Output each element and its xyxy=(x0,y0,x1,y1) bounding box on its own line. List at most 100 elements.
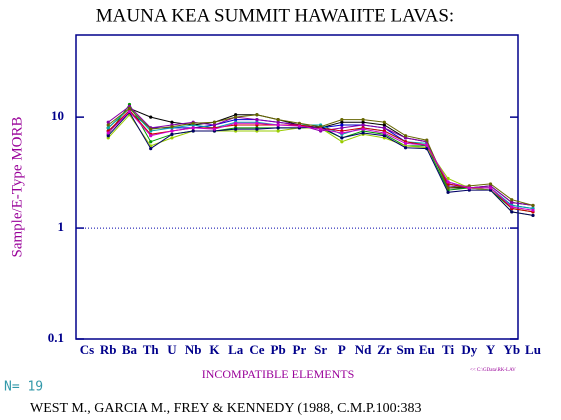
point xyxy=(297,121,301,125)
point xyxy=(276,120,280,124)
point xyxy=(340,118,344,122)
point xyxy=(106,123,110,127)
point xyxy=(510,198,514,202)
point xyxy=(255,127,259,131)
y-tick-label: 0.1 xyxy=(48,330,64,345)
point xyxy=(234,115,238,119)
point xyxy=(446,176,450,181)
point xyxy=(382,120,386,124)
reference: WEST M., GARCIA M., FREY & KENNEDY (1988… xyxy=(30,401,422,416)
point xyxy=(234,113,238,117)
x-tick-label: Eu xyxy=(419,342,435,357)
point xyxy=(106,134,110,138)
x-tick-label: P xyxy=(338,342,346,357)
point xyxy=(127,110,132,114)
point xyxy=(361,123,365,127)
point xyxy=(212,127,217,131)
x-tick-label: Zr xyxy=(377,342,392,357)
point xyxy=(276,123,280,127)
point xyxy=(255,118,259,122)
point xyxy=(361,127,365,131)
point xyxy=(340,140,344,144)
x-tick-label: Pr xyxy=(293,342,307,357)
point xyxy=(510,200,514,205)
point xyxy=(212,123,217,127)
point xyxy=(297,124,301,128)
point xyxy=(170,132,174,136)
point xyxy=(425,147,429,151)
point xyxy=(276,129,280,133)
point xyxy=(382,126,386,130)
count-label: N= 19 xyxy=(4,380,43,395)
point xyxy=(340,131,344,135)
x-tick-label: K xyxy=(209,342,220,357)
point xyxy=(382,123,386,127)
point xyxy=(340,136,344,140)
point xyxy=(255,121,259,125)
x-tick-label: U xyxy=(167,342,177,357)
x-tick-label: Yb xyxy=(503,342,520,357)
x-tick-label: Rb xyxy=(100,342,117,357)
point xyxy=(531,203,535,208)
point xyxy=(255,113,259,117)
point xyxy=(467,186,471,190)
x-tick-label: Lu xyxy=(525,342,541,357)
point xyxy=(425,143,429,147)
point xyxy=(446,186,450,190)
x-tick-label: Ti xyxy=(442,342,454,357)
point xyxy=(340,123,344,127)
point xyxy=(127,106,132,110)
y-tick-label: 10 xyxy=(51,108,64,123)
point xyxy=(234,127,238,131)
point xyxy=(106,126,110,130)
x-tick-label: Dy xyxy=(461,342,477,357)
point xyxy=(170,120,174,124)
point xyxy=(531,208,535,212)
point xyxy=(403,141,408,145)
point xyxy=(234,118,238,122)
point xyxy=(149,127,153,131)
x-tick-label: Th xyxy=(143,342,160,357)
y-axis-label: Sample/E-Type MORB xyxy=(9,116,25,257)
x-tick-label: Sm xyxy=(397,342,415,357)
point xyxy=(170,129,174,133)
x-tick-label: La xyxy=(228,342,244,357)
point xyxy=(446,190,450,194)
point xyxy=(488,186,493,190)
point xyxy=(382,134,386,138)
point xyxy=(170,125,174,129)
point xyxy=(276,118,280,122)
point xyxy=(149,134,153,138)
point xyxy=(361,120,365,124)
point xyxy=(340,120,344,124)
point xyxy=(361,131,365,135)
x-tick-label: Ce xyxy=(249,342,264,357)
chart-title: MAUNA KEA SUMMIT HAWAIITE LAVAS: xyxy=(96,5,454,26)
point xyxy=(191,121,195,125)
plot-frame xyxy=(75,34,519,340)
point xyxy=(149,140,153,144)
x-tick-label: Pb xyxy=(271,342,286,357)
point xyxy=(510,210,514,214)
point xyxy=(319,127,323,131)
point xyxy=(191,126,195,130)
x-tick-label: Y xyxy=(486,342,496,357)
point xyxy=(170,136,174,140)
x-axis-label: INCOMPATIBLE ELEMENTS xyxy=(202,367,355,381)
point xyxy=(425,138,429,142)
point xyxy=(403,146,408,150)
note: << C:\GData\RK-LAV xyxy=(470,368,516,373)
point xyxy=(361,118,365,122)
point xyxy=(191,129,195,133)
point xyxy=(382,131,386,135)
y-tick-label: 1 xyxy=(58,219,65,234)
x-tick-label: Ba xyxy=(122,342,138,357)
point xyxy=(531,213,535,218)
point xyxy=(488,182,493,186)
point xyxy=(212,120,217,124)
x-tick-label: Nb xyxy=(185,342,202,357)
point xyxy=(340,126,344,130)
point xyxy=(149,115,153,119)
point xyxy=(149,147,153,151)
